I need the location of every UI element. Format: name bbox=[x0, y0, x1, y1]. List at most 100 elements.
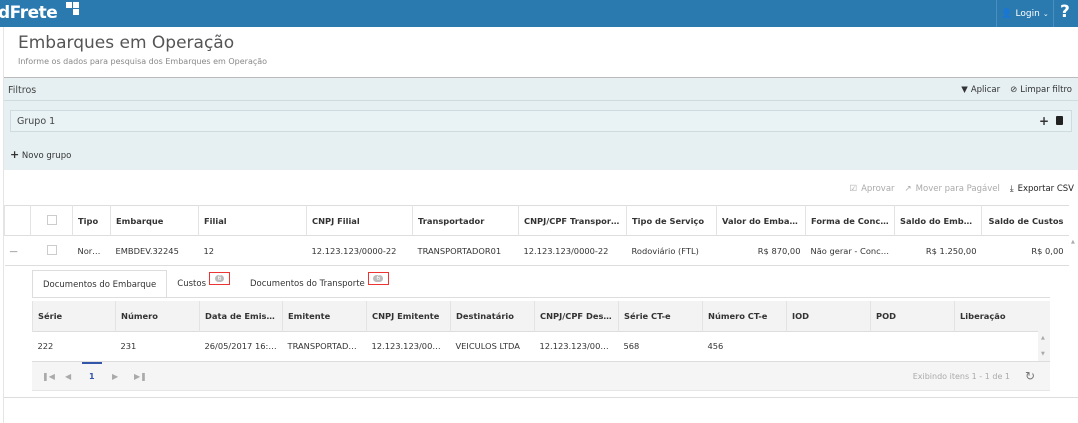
new-group-label: Novo grupo bbox=[21, 151, 72, 161]
cell: TRANSPORTADOR01 bbox=[417, 245, 502, 256]
apply-filter-button[interactable]: ▼ Aplicar bbox=[961, 85, 1000, 95]
export-label: Exportar CSV bbox=[1017, 184, 1074, 194]
scroll-down-icon[interactable]: ▼ bbox=[1041, 351, 1045, 357]
cell: Não gerar - Concilia... bbox=[810, 245, 895, 256]
logo-mark bbox=[66, 2, 80, 16]
scrollbar[interactable]: ▲ bbox=[1068, 205, 1078, 265]
page-subtitle: Informe os dados para pesquisa dos Embar… bbox=[18, 57, 268, 66]
col-header[interactable]: Data de Emissão bbox=[199, 301, 283, 331]
select-all-checkbox[interactable] bbox=[30, 205, 73, 236]
move-label: Mover para Pagável bbox=[915, 184, 1000, 194]
page-title: Embarques em Operação bbox=[18, 33, 235, 53]
header-row: Tipo Embarque Filial CNPJ Filial Transpo… bbox=[4, 205, 1069, 236]
login-label: Login bbox=[1015, 8, 1040, 19]
col-header[interactable]: Embarque bbox=[110, 205, 199, 236]
table-row[interactable]: 222 231 26/05/2017 16:20 TRANSPORTADOR01… bbox=[32, 331, 1039, 361]
badge-count: 6 bbox=[214, 274, 225, 282]
cell: R$ 1.250,00 bbox=[925, 245, 977, 256]
current-page[interactable]: 1 bbox=[89, 372, 95, 381]
col-header[interactable]: CNPJ/CPF Destin... bbox=[534, 301, 619, 331]
prev-page-icon[interactable]: ◀ bbox=[65, 372, 72, 381]
cell: 12.123.123/0000-22 bbox=[523, 245, 609, 256]
divider bbox=[4, 397, 1078, 398]
filter-group: Grupo 1 + bbox=[10, 110, 1072, 132]
add-filter-icon[interactable]: + bbox=[1039, 114, 1050, 128]
documents-grid: Série Número Data de Emissão Emitente CN… bbox=[32, 301, 1039, 361]
move-payable-button[interactable]: ↗ Mover para Pagável bbox=[905, 184, 1000, 194]
cell: 26/05/2017 16:20 bbox=[204, 341, 279, 352]
col-header[interactable]: Número CT-e bbox=[702, 301, 787, 331]
last-page-icon[interactable]: ▶❚ bbox=[134, 372, 147, 381]
tab-custos[interactable]: Custos 6 bbox=[167, 270, 240, 298]
cell: 231 bbox=[120, 341, 137, 352]
cell: 12 bbox=[203, 245, 215, 256]
badge-count: 6 bbox=[373, 274, 384, 282]
first-page-icon[interactable]: ❚◀ bbox=[42, 372, 55, 381]
filters-label: Filtros bbox=[8, 85, 37, 96]
check-square-icon: ☑ bbox=[849, 184, 858, 194]
trash-icon[interactable] bbox=[1056, 116, 1063, 125]
cell: 568 bbox=[623, 341, 640, 352]
page-indicator bbox=[82, 362, 102, 364]
ban-icon: ⊘ bbox=[1010, 85, 1018, 95]
header-row: Série Número Data de Emissão Emitente CN… bbox=[32, 301, 1039, 331]
approve-label: Aprovar bbox=[861, 184, 895, 194]
col-header[interactable]: Destinatário bbox=[450, 301, 535, 331]
user-icon: 👤 bbox=[1001, 8, 1013, 19]
group-label: Grupo 1 bbox=[17, 116, 56, 127]
clear-filter-button[interactable]: ⊘ Limpar filtro bbox=[1010, 85, 1072, 95]
col-header[interactable]: CNPJ Emitente bbox=[366, 301, 451, 331]
download-icon: ⤓ bbox=[1009, 184, 1014, 194]
col-header[interactable]: POD bbox=[870, 301, 955, 331]
cell: 222 bbox=[37, 341, 54, 352]
tab-documentos-embarque[interactable]: Documentos do Embarque bbox=[32, 270, 168, 298]
col-header[interactable]: Número bbox=[115, 301, 200, 331]
tab-documentos-transporte[interactable]: Documentos do Transporte 6 bbox=[240, 270, 399, 298]
login-menu[interactable]: 👤 Login ⌄ bbox=[996, 0, 1054, 27]
table-row[interactable]: — Normal EMBDEV.32245 12 12.123.123/0000… bbox=[4, 236, 1069, 266]
refresh-icon[interactable]: ↻ bbox=[1025, 369, 1036, 383]
detail-tabs: Documentos do Embarque Custos 6 Documento… bbox=[32, 270, 399, 298]
tab-label: Documentos do Transporte bbox=[250, 279, 365, 289]
cell: 456 bbox=[707, 341, 724, 352]
tab-label: Documentos do Embarque bbox=[43, 279, 157, 290]
shipments-grid: Tipo Embarque Filial CNPJ Filial Transpo… bbox=[4, 205, 1069, 266]
col-header[interactable]: CNPJ/CPF Transportador bbox=[518, 205, 627, 236]
row-checkbox[interactable] bbox=[31, 236, 73, 266]
filter-icon: ▼ bbox=[961, 85, 968, 95]
col-header[interactable]: Tipo bbox=[72, 205, 111, 236]
col-header[interactable]: Valor do Embarque bbox=[716, 205, 806, 236]
cell: R$ 0,00 bbox=[1031, 245, 1064, 256]
scroll-up-icon[interactable]: ▲ bbox=[1041, 335, 1045, 341]
chevron-down-icon: ⌄ bbox=[1042, 9, 1049, 18]
col-header[interactable]: Transportador bbox=[412, 205, 519, 236]
col-header[interactable]: Saldo do Embarque bbox=[894, 205, 982, 236]
collapse-icon[interactable]: — bbox=[9, 245, 18, 256]
plus-icon: + bbox=[10, 148, 20, 161]
divider bbox=[3, 27, 4, 423]
col-header[interactable]: Série CT-e bbox=[618, 301, 703, 331]
tab-label: Custos bbox=[177, 279, 206, 289]
cell bbox=[955, 331, 1039, 361]
col-header[interactable]: Filial bbox=[198, 205, 307, 236]
col-header[interactable]: Saldo de Custos bbox=[981, 205, 1069, 236]
cell: EMBDEV.32245 bbox=[115, 245, 179, 256]
approve-button[interactable]: ☑ Aprovar bbox=[849, 184, 894, 194]
col-header[interactable]: CNPJ Filial bbox=[306, 205, 413, 236]
new-group-button[interactable]: + Novo grupo bbox=[10, 148, 71, 161]
col-header[interactable]: Forma de Concilia... bbox=[805, 205, 895, 236]
col-header[interactable]: IOD bbox=[786, 301, 871, 331]
col-header[interactable]: Emitente bbox=[282, 301, 367, 331]
next-page-icon[interactable]: ▶ bbox=[112, 372, 119, 381]
col-header[interactable]: Liberação bbox=[954, 301, 1039, 331]
help-button[interactable]: ? bbox=[1060, 2, 1070, 22]
custos-badge: 6 bbox=[209, 271, 230, 285]
cell: 12.123.123/0000-22 bbox=[371, 341, 451, 352]
scrollbar[interactable]: ▲ ▼ bbox=[1038, 301, 1050, 361]
export-csv-button[interactable]: ⤓ Exportar CSV bbox=[1010, 184, 1074, 194]
pager: ❚◀ ◀ 1 ▶ ▶❚ Exibindo itens 1 - 1 de 1 ↻ bbox=[32, 361, 1050, 391]
cell: 12.123.123/0000-22 bbox=[539, 341, 619, 352]
scroll-up-icon[interactable]: ▲ bbox=[1071, 239, 1075, 245]
col-header[interactable]: Tipo de Serviço bbox=[626, 205, 717, 236]
col-header[interactable]: Série bbox=[32, 301, 116, 331]
